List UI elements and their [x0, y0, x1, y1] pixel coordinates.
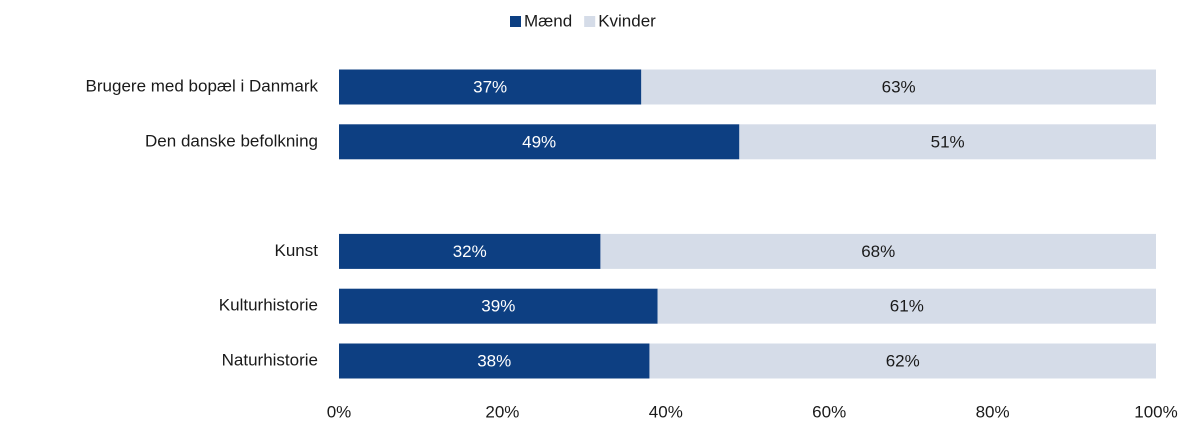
x-tick-label: 20%: [485, 402, 519, 421]
data-label: 32%: [453, 242, 487, 261]
bar-segment: [739, 124, 1156, 160]
category-label: Kunst: [275, 241, 319, 260]
category-label: Den danske befolkning: [145, 131, 318, 150]
data-label: 63%: [882, 77, 916, 96]
legend-label: Kvinder: [598, 11, 656, 30]
category-label: Naturhistorie: [222, 350, 318, 369]
bar-segment: [600, 233, 1156, 269]
legend-label: Mænd: [524, 11, 572, 30]
x-tick-label: 0%: [327, 402, 352, 421]
data-label: 49%: [522, 132, 556, 151]
bar-segment: [339, 288, 658, 324]
legend-swatch: [510, 16, 521, 27]
data-label: 62%: [886, 351, 920, 370]
bar-segment: [657, 288, 1156, 324]
bar-segment: [339, 69, 642, 105]
data-label: 38%: [477, 351, 511, 370]
bar-segment: [649, 343, 1156, 379]
data-label: 39%: [481, 297, 515, 316]
category-label: Kulturhistorie: [219, 296, 318, 315]
x-tick-label: 40%: [649, 402, 683, 421]
bar-segment: [641, 69, 1156, 105]
x-tick-label: 100%: [1134, 402, 1177, 421]
legend-swatch: [584, 16, 596, 27]
x-tick-label: 80%: [976, 402, 1010, 421]
category-label: Brugere med bopæl i Danmark: [86, 76, 319, 95]
bar-segment: [339, 124, 740, 160]
data-label: 51%: [931, 132, 965, 151]
data-label: 61%: [890, 297, 924, 316]
data-label: 68%: [861, 242, 895, 261]
bar-segment: [339, 343, 650, 379]
data-label: 37%: [473, 77, 507, 96]
x-tick-label: 60%: [812, 402, 846, 421]
bar-segment: [339, 233, 601, 269]
